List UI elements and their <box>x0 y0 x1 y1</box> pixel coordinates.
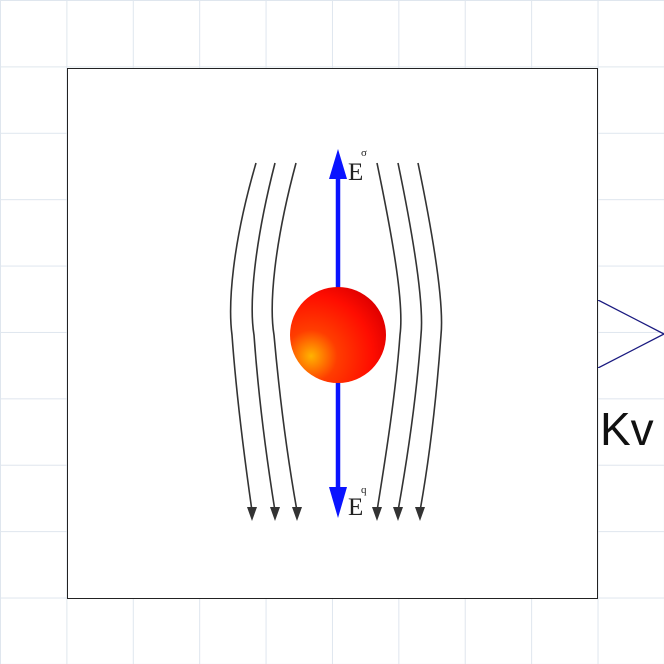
arrowhead <box>270 507 280 521</box>
right-field-lines <box>376 162 443 512</box>
field-line <box>417 162 443 512</box>
field-line <box>229 162 257 512</box>
top-vector-label: E <box>348 159 363 186</box>
bottom-vector-subscript: q <box>361 484 367 496</box>
arrowhead <box>292 507 302 521</box>
top-vector-arrowhead <box>329 149 347 179</box>
field-line <box>251 162 276 512</box>
block-frame[interactable]: E σ E q <box>67 68 598 599</box>
bottom-vector-label: E <box>348 494 363 521</box>
top-vector-subscript: σ <box>361 147 367 159</box>
arrowhead <box>415 507 425 521</box>
left-field-arrowheads <box>247 507 302 521</box>
bottom-vector-arrowhead <box>329 487 347 518</box>
field-line <box>397 162 423 512</box>
arrowhead <box>372 507 382 521</box>
port-label: Kv <box>600 403 654 455</box>
right-field-arrowheads <box>372 507 425 521</box>
arrowhead <box>247 507 257 521</box>
field-line <box>271 162 298 512</box>
left-field-lines <box>229 162 298 512</box>
red-sphere-icon <box>290 287 386 383</box>
arrowhead <box>393 507 403 521</box>
field-line <box>376 162 402 512</box>
triangle-port-icon[interactable] <box>598 300 664 368</box>
field-diagram: E σ E q <box>229 147 443 521</box>
